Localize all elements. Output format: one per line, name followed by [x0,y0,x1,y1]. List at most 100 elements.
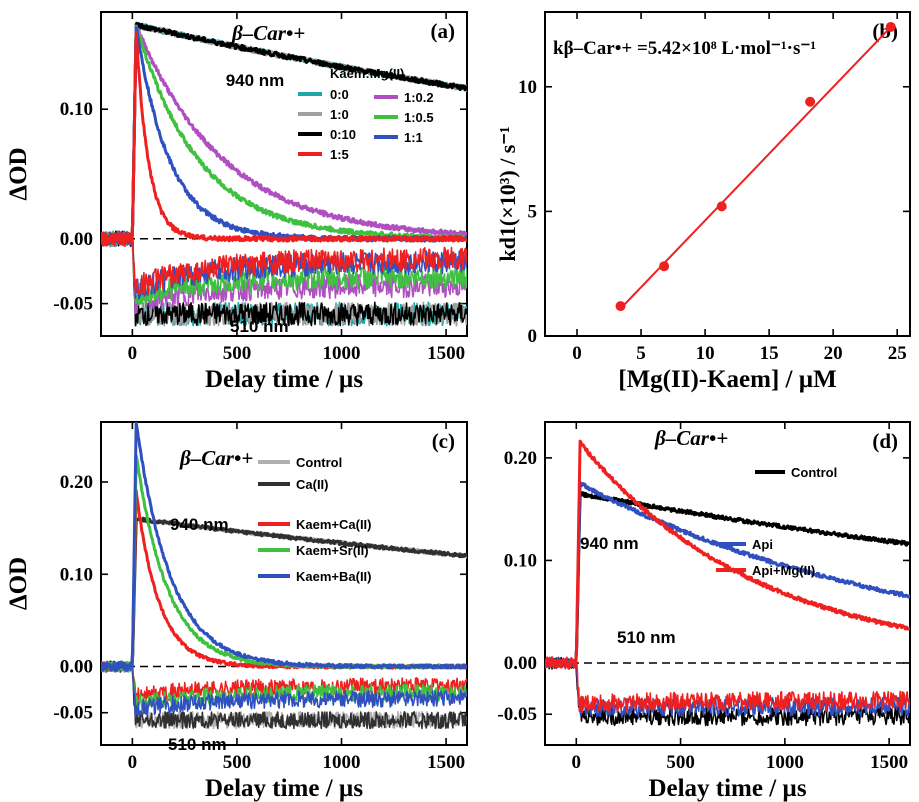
series-line-neg-Control [545,656,910,727]
panel-a: 0 500 1000 1500 -0.05 0.00 0.10 Delay time / µs… [5,11,468,393]
annotation-510: 510 nm [168,735,227,754]
rate-annotation: kβ–Car•+ =5.42×10⁸ L·mol⁻¹·s⁻¹ [553,38,816,59]
panel-c: 0 500 1000 1500 -0.05 0.00 0.10 0.20 Delay time … [5,421,468,802]
chart-title: β–Car•+ [179,446,253,470]
series-line-pos-0:10 [101,22,467,245]
legend-entry: Api [752,537,773,552]
data-point [805,96,816,107]
x-tick-label: 1000 [766,752,804,773]
panel-label: (a) [431,19,456,43]
panel-label: (d) [872,429,898,453]
y-axis-title: kd1(×10³) / s⁻¹ [495,126,520,261]
panel-d: 0 500 1000 1500 -0.05 0.00 0.10 0.20 Delay time … [497,421,911,802]
y-tick-label: 0.10 [504,550,537,571]
y-tick-label: 0.00 [504,653,537,674]
series-line-pos-Api [545,480,910,669]
y-axis-title: ΔOD [5,557,32,610]
y-tick-label: -0.05 [497,704,537,725]
annotation-510: 510 nm [617,628,676,647]
traces [545,439,910,727]
legend-entry: 1:0.5 [404,110,434,125]
y-tick-label: 0.20 [504,448,537,469]
series-line-pos-Ca(II) [101,516,467,672]
x-tick-label: 1500 [427,343,465,364]
plot-frame [544,11,911,337]
x-tick-label: 0 [128,752,138,773]
x-tick-label: 0 [572,752,582,773]
y-tick-label: -0.05 [53,294,93,315]
series-line-neg-Kaem+Sr(II) [101,660,467,712]
series-line-neg-Kaem+Ba(II) [101,660,467,718]
x-tick-label: 5 [636,343,646,364]
legend-title: Kaem:Mg(II) [330,66,404,81]
legend-entry: 0:0 [330,87,349,102]
data-point [885,21,896,32]
legend-entry: 1:1 [404,130,423,145]
series-line-pos-Kaem+Ba(II) [101,422,467,672]
x-tick-label: 1000 [323,343,361,364]
x-axis-title: Delay time / µs [648,775,806,802]
legend-entry: Kaem+Ba(II) [296,569,372,584]
x-tick-label: 500 [666,752,695,773]
series-line-neg-1:0.5 [101,230,467,306]
series-line-neg-Api+Mg(II) [545,656,910,714]
series-line-neg-0:10 [101,230,467,327]
panel-label: (c) [432,429,455,453]
x-tick-label: 0 [128,343,138,364]
x-tick-label: 25 [888,343,907,364]
legend-entry: Kaem+Ca(II) [296,517,372,532]
x-tick-label: 20 [824,343,843,364]
series-line-neg-Ca(II) [101,660,467,730]
x-tick-label: 1500 [870,752,908,773]
x-tick-label: 1000 [323,752,361,773]
y-tick-label: 10 [518,77,537,98]
data-point [716,201,727,212]
annotation-940: 940 nm [226,71,285,90]
series-line-pos-Kaem+Sr(II) [101,454,467,672]
legend-entry: Control [296,455,342,470]
panel-label: (b) [872,19,898,43]
traces [101,422,467,730]
y-tick-label: 0.10 [60,99,93,120]
annotation-510: 510 nm [230,317,289,336]
series-line-neg-1:5 [101,231,467,295]
y-tick-label: 5 [528,201,538,222]
y-axis-title: ΔOD [5,147,32,200]
y-tick-label: 0.10 [60,564,93,585]
y-tick-label: 0.20 [60,472,93,493]
legend-entry: Control [791,465,837,480]
chart-title: β–Car•+ [654,426,728,450]
series-line-pos-Control [545,491,910,669]
legend-entry: Ca(II) [296,477,329,492]
series-line-pos-Api+Mg(II) [545,439,910,669]
x-tick-label: 500 [223,752,252,773]
y-tick-label: -0.05 [53,703,93,724]
annotation-940: 940 nm [170,515,229,534]
x-tick-label: 500 [223,343,252,364]
plot-frame [544,421,911,746]
plot-frame [100,421,468,746]
y-tick-label: 0.00 [60,657,93,678]
x-tick-label: 15 [760,343,779,364]
legend-entry: Kaem+Sr(II) [296,543,369,558]
annotation-940: 940 nm [580,534,639,553]
legend-entry: 1:0 [330,107,349,122]
series-line-pos-1:5 [101,31,467,246]
y-tick-label: 0 [528,326,538,347]
series-line-neg-Api [545,656,910,718]
y-tick-label: 0.00 [60,229,93,250]
legend-entry: 1:5 [330,147,349,162]
chart-title: β–Car•+ [231,21,305,45]
x-axis-title: Delay time / µs [205,775,363,802]
x-tick-label: 10 [696,343,715,364]
x-axis-title: [Mg(II)-Kaem] / µM [618,366,837,393]
legend-entry: 1:0.2 [404,90,434,105]
plot-frame [100,11,468,337]
data-point [659,261,670,272]
legend-entry: 0:10 [330,127,356,142]
data-point [615,301,626,312]
series-line-pos-1:0.2 [101,24,467,246]
traces [101,21,467,327]
legend-entry: Api+Mg(II) [752,563,815,578]
